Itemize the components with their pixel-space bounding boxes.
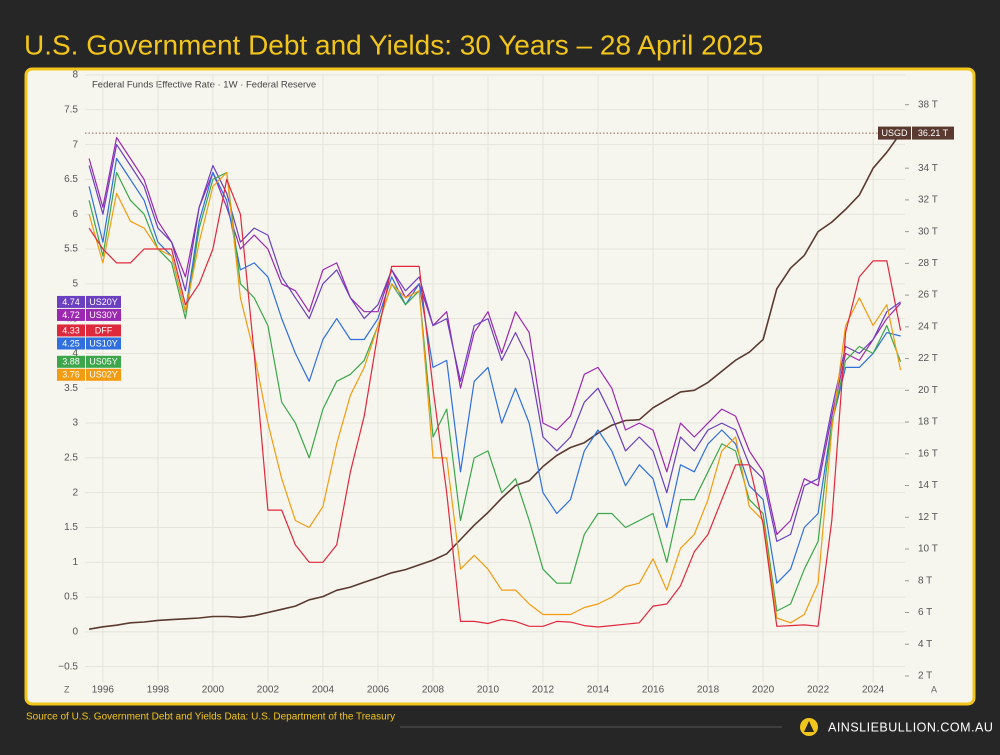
y-tick-label: 3.5 xyxy=(64,383,78,394)
y-tick-label: 8 xyxy=(72,70,78,81)
last-value-label: 3.76 xyxy=(62,370,80,380)
y2-tick-label: 2 T xyxy=(918,671,932,682)
last-value-tag xyxy=(57,308,85,321)
series-line xyxy=(88,171,902,612)
y2-tick-label: 12 T xyxy=(918,512,938,523)
y2-tick-label: 34 T xyxy=(918,163,938,174)
legend-label: US20Y xyxy=(89,297,118,307)
x-tick-label: 1998 xyxy=(147,685,170,696)
x-tick-label: 2006 xyxy=(367,685,390,696)
y-tick-label: 7 xyxy=(72,139,78,150)
x-tick-label: 2010 xyxy=(477,685,500,696)
y-tick-label: 1.5 xyxy=(64,522,78,533)
last-value-label: 4.72 xyxy=(62,310,80,320)
brand-logo-mark xyxy=(804,721,814,732)
x-tick-label: 2020 xyxy=(752,685,775,696)
corner-label: A xyxy=(931,684,937,694)
x-tick-label: 2004 xyxy=(312,685,335,696)
series-name-tag xyxy=(86,368,121,381)
series-line xyxy=(88,157,901,584)
x-tick-label: 2000 xyxy=(202,685,225,696)
y-tick-label: 6 xyxy=(72,209,78,220)
chart-title: U.S. Government Debt and Yields: 30 Year… xyxy=(24,29,763,60)
y2-tick-label: 4 T xyxy=(918,639,932,650)
x-tick-label: 2012 xyxy=(532,685,555,696)
y-tick-label: 0 xyxy=(72,627,78,638)
chart-panel xyxy=(24,67,976,706)
series-line xyxy=(88,132,902,630)
y2-tick-label: 14 T xyxy=(918,480,938,491)
last-value-tag xyxy=(57,324,85,337)
y2-tick-label: 10 T xyxy=(918,544,938,555)
last-value-label: 4.25 xyxy=(62,338,80,348)
y-tick-label: 1 xyxy=(72,557,78,568)
series-line xyxy=(88,178,902,628)
y2-tick-label: 38 T xyxy=(918,99,938,110)
y2-tick-label: 16 T xyxy=(918,448,938,459)
y2-tick-label: 6 T xyxy=(918,607,932,618)
last-value-tag xyxy=(57,368,85,381)
last-value-tag xyxy=(912,126,954,140)
y2-tick-label: 32 T xyxy=(918,195,938,206)
y2-tick-label: 20 T xyxy=(918,385,938,396)
last-value-label: 4.33 xyxy=(62,325,80,335)
legend-label: DFF xyxy=(95,325,113,335)
y2-tick-label: 18 T xyxy=(918,417,938,428)
series-name-tag xyxy=(86,308,121,321)
x-tick-label: 2016 xyxy=(642,685,665,696)
x-tick-label: 2008 xyxy=(422,685,445,696)
legend-label: US02Y xyxy=(89,370,118,380)
y-tick-label: 7.5 xyxy=(64,104,78,115)
last-value-label: 3.88 xyxy=(62,357,80,367)
y2-tick-label: 26 T xyxy=(918,290,938,301)
x-tick-label: 2014 xyxy=(587,685,610,696)
x-tick-label: 2018 xyxy=(697,685,720,696)
x-tick-label: 2024 xyxy=(862,685,885,696)
series-line xyxy=(88,137,902,535)
series-name-tag xyxy=(86,355,121,368)
x-tick-label: 2002 xyxy=(257,685,280,696)
legend-label: US30Y xyxy=(89,310,118,320)
last-value-tag xyxy=(57,355,85,368)
y2-tick-label: 8 T xyxy=(918,575,932,586)
source-note: Source of U.S. Government Debt and Yield… xyxy=(26,712,395,723)
y-tick-label: 5 xyxy=(72,278,78,289)
brand-name: AINSLIEBULLION.COM.AU xyxy=(828,720,993,734)
series-name-tag xyxy=(86,324,121,337)
series-name-tag: USGD xyxy=(881,128,908,138)
series-name-tag xyxy=(86,337,121,350)
y2-tick-label: 28 T xyxy=(918,258,938,269)
last-value-label: 36.21 T xyxy=(918,128,949,138)
y2-tick-label: 24 T xyxy=(918,321,938,332)
chart-subtitle: Federal Funds Effective Rate · 1W · Fede… xyxy=(92,80,316,91)
y-tick-label: 2 xyxy=(72,487,78,498)
y2-tick-label: 22 T xyxy=(918,353,938,364)
y-tick-label: −0.5 xyxy=(58,661,78,672)
series-name-tag xyxy=(86,295,121,308)
corner-label: Z xyxy=(64,684,70,694)
legend-label: US10Y xyxy=(89,338,118,348)
last-value-tag xyxy=(878,126,911,140)
x-tick-label: 1996 xyxy=(92,685,115,696)
y-tick-label: 5.5 xyxy=(64,244,78,255)
last-value-tag xyxy=(57,295,85,308)
last-value-tag xyxy=(57,337,85,350)
legend-label: US05Y xyxy=(89,357,118,367)
y-tick-label: 6.5 xyxy=(64,174,78,185)
y2-tick-label: 30 T xyxy=(918,226,938,237)
y-tick-label: 4 xyxy=(72,348,78,359)
y-tick-label: 3 xyxy=(72,418,78,429)
x-tick-label: 2022 xyxy=(807,685,830,696)
y-tick-label: 0.5 xyxy=(64,592,78,603)
last-value-label: 4.74 xyxy=(62,297,80,307)
y-tick-label: 2.5 xyxy=(64,452,78,463)
